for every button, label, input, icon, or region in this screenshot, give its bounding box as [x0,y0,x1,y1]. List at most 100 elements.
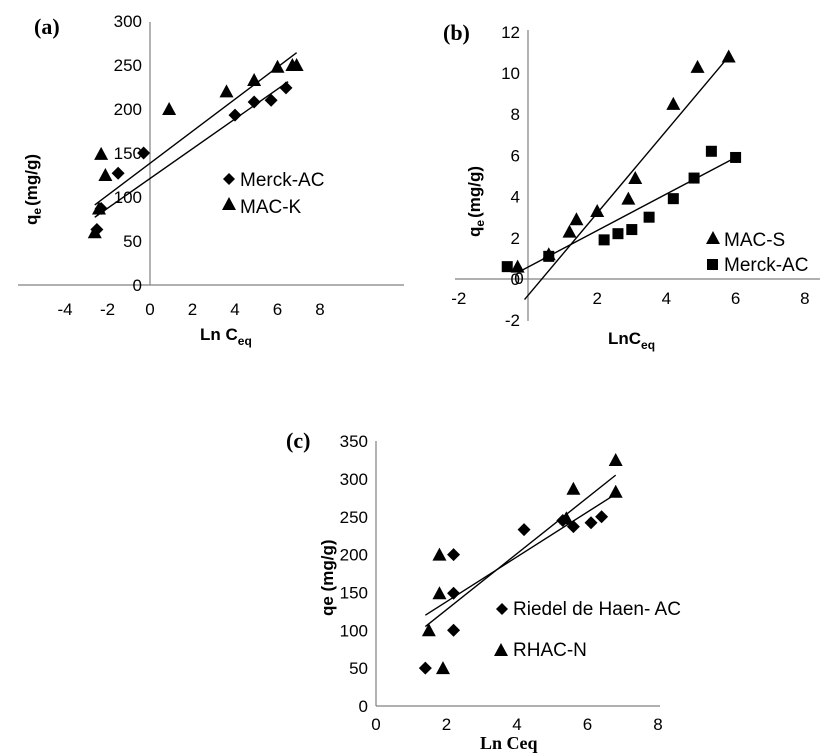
y-tick-label: 100 [114,188,142,207]
data-point [690,59,705,73]
panel-b-legend-triangle [706,231,720,244]
panel-a-x-title-main: Ln C [200,325,238,344]
panel-a-x-title-sub: eq [238,334,252,348]
data-point [566,481,581,495]
x-tick-label: 6 [731,289,740,308]
data-point [584,516,598,530]
data-point [569,212,584,226]
data-point [628,171,643,185]
y-tick-label: 50 [123,232,142,251]
panel-b-points [501,49,742,273]
data-point [730,151,742,163]
panel-a: (a) 0 50 100 150 200 250 300 -4 -2 0 2 4 6 8 Merck-A… [18,12,404,348]
data-point [421,623,436,637]
panel-b-fit-lines [520,56,736,301]
panel-a-y-ticks: 0 50 100 150 200 250 300 [114,12,142,295]
panel-c-legend-diamond [496,603,508,615]
data-point [87,225,102,239]
y-tick-label: 0 [511,270,520,289]
data-point [435,661,450,675]
panel-b-legend-label-2: Merck-AC [724,255,808,276]
data-point [432,547,447,561]
data-point [264,93,278,107]
x-tick-label: 8 [800,289,809,308]
data-point [418,661,432,675]
panel-c-legend: Riedel de Haen- AC RHAC-N [494,599,681,661]
x-tick-label: 2 [188,300,197,319]
x-tick-label: 2 [442,715,451,734]
panel-b-x-title-sub: eq [641,338,655,352]
x-tick-label: 6 [273,300,282,319]
data-point [94,146,109,160]
data-point [98,168,113,181]
data-point [162,102,177,115]
x-tick-label: -2 [451,289,466,308]
panel-c-legend-label-2: RHAC-N [513,640,587,661]
x-tick-label: 8 [315,300,324,319]
x-tick-label: 0 [371,715,380,734]
panel-a-x-title: Ln Ceq [200,325,252,348]
y-tick-label: 300 [114,12,142,31]
panel-b-x-ticks: -2 2 4 6 8 0 [451,269,809,308]
y-tick-label: 10 [501,64,520,83]
y-tick-label: 200 [114,100,142,119]
x-tick-label: 8 [653,715,662,734]
data-point [137,146,151,160]
panel-a-y-title: qe (mg/g) [22,154,44,225]
data-point [111,166,125,180]
data-point [562,224,577,238]
x-tick-label: 0 [145,300,154,319]
y-tick-label: 300 [340,470,368,489]
data-point [595,510,609,524]
y-tick-label: 2 [511,229,520,248]
data-point [612,228,624,240]
data-point [279,81,293,95]
y-tick-label: 6 [511,146,520,165]
data-point [247,72,262,86]
trend-line [520,156,736,272]
data-point [447,548,461,562]
x-tick-label: -2 [100,300,115,319]
panel-a-y-title-sub: e [30,208,44,215]
panel-c-legend-label-1: Riedel de Haen- AC [513,599,681,620]
data-point [608,484,623,498]
y-tick-label: 4 [511,188,520,207]
data-point [543,250,555,262]
data-point [608,452,623,466]
y-tick-label: 8 [511,105,520,124]
panel-a-y-title-main: q [22,215,41,225]
panel-c-points [418,452,623,675]
data-point [447,623,461,637]
y-tick-label: 0 [359,697,368,716]
data-point [270,59,285,73]
y-tick-label: 12 [501,23,520,42]
data-point [228,108,242,122]
data-point [517,523,531,537]
panel-b-y-title-main: q [465,227,484,237]
data-point [667,193,679,205]
data-point [590,204,605,218]
data-point [621,191,636,205]
panel-a-label: (a) [34,14,60,39]
x-tick-label: 4 [662,289,671,308]
panel-b-y-ticks: -2 0 2 4 6 8 10 12 [501,23,520,330]
panel-a-points [87,58,304,239]
y-tick-label: 250 [114,56,142,75]
panel-c-legend-triangle [494,643,508,656]
data-point [643,211,655,223]
y-tick-label: 150 [114,144,142,163]
data-point [219,84,234,98]
panel-a-legend-label-1: Merck-AC [240,170,324,191]
x-tick-label: 4 [512,715,521,734]
data-point [666,96,681,110]
x-tick-label: -4 [57,300,72,319]
panel-a-legend-triangle [222,197,236,210]
data-point [510,259,525,273]
panel-c-x-title: Ln Ceq [480,733,538,753]
panel-b-legend: MAC-S Merck-AC [706,230,808,276]
panel-b-legend-label-1: MAC-S [724,230,785,251]
data-point [289,58,304,71]
panel-b-label: (b) [443,20,470,45]
data-point [705,145,717,157]
